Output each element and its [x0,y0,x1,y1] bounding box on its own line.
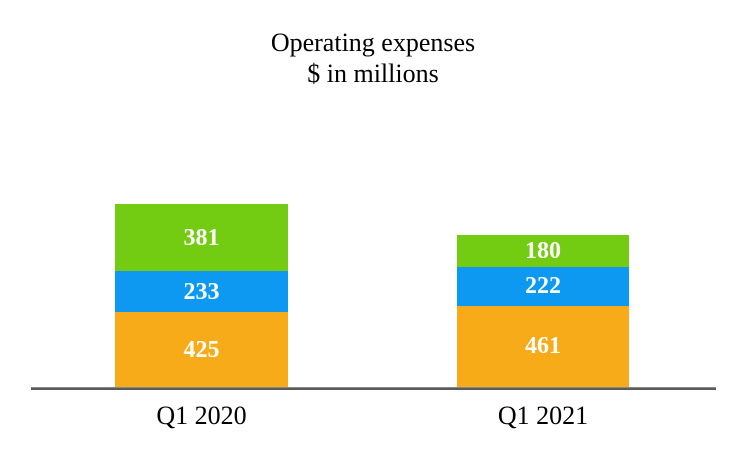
bar-segment-green: 180 [457,235,629,267]
chart-subtitle-line: $ in millions [307,59,439,88]
x-axis-label-q1-2021: Q1 2021 [497,401,589,430]
segment-value-label: 222 [525,273,561,300]
segment-value-label: 180 [525,237,561,264]
segment-value-label: 425 [183,336,220,363]
bar-segment-orange: 461 [457,305,629,387]
segment-value-label: 461 [525,333,561,360]
chart-title-line: Operating expenses [270,28,476,57]
bar-q1-2020: 381 233 425 [115,204,288,387]
bar-q1-2021: 180 222 461 [457,235,629,387]
bar-segment-green: 381 [115,204,288,272]
bar-segment-blue: 222 [457,266,629,306]
x-axis-label-q1-2020: Q1 2020 [156,401,247,430]
segment-value-label: 381 [183,224,220,251]
chart-title: Operating expenses $ in millions [0,27,746,89]
segment-value-label: 233 [183,278,220,305]
bar-segment-orange: 425 [115,312,288,387]
x-axis-line [31,387,716,390]
bar-segment-blue: 233 [115,271,288,313]
